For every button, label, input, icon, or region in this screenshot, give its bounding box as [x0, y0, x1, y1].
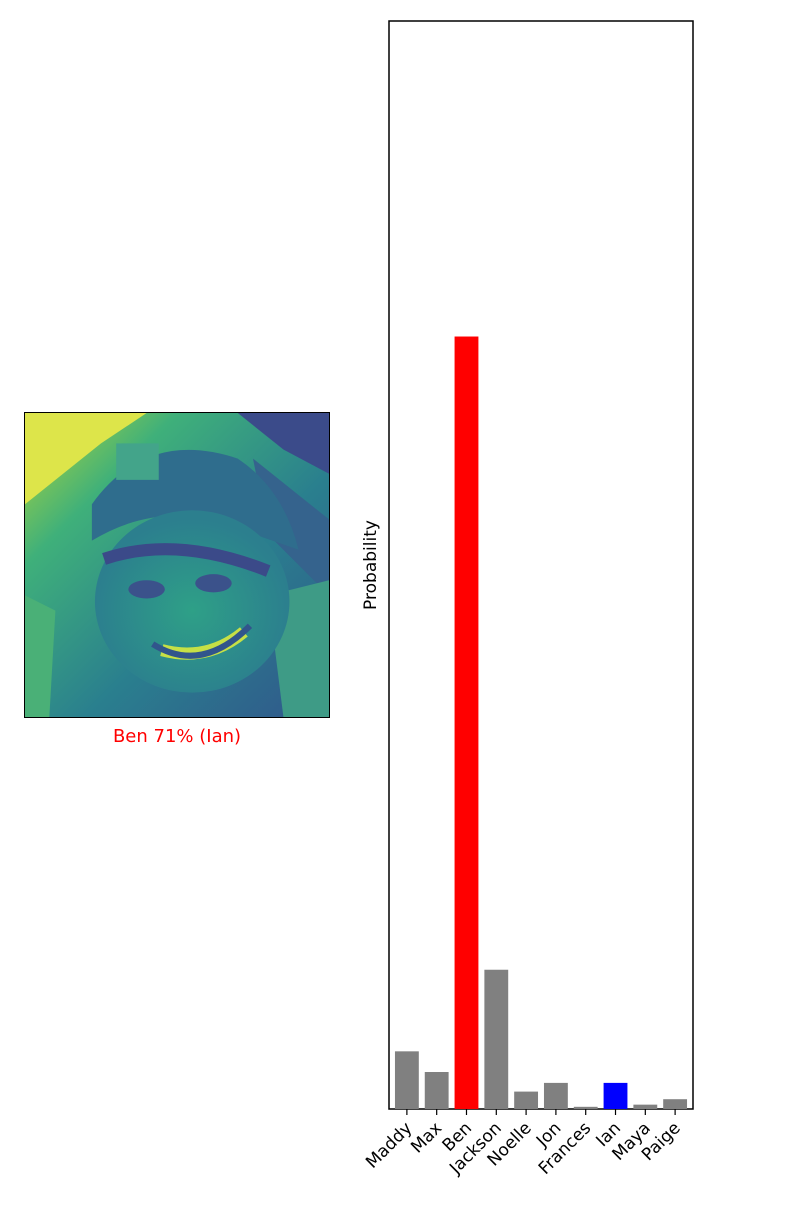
bar-max — [424, 1072, 449, 1109]
bar-ben — [454, 336, 479, 1109]
face-image — [24, 412, 330, 718]
image-caption: Ben 71% (Ian) — [112, 726, 242, 747]
bar-maddy — [394, 1051, 419, 1109]
bar-maya — [633, 1104, 658, 1109]
bar-jon — [543, 1082, 568, 1109]
bar-paige — [663, 1099, 688, 1109]
bar-ian — [603, 1082, 628, 1109]
y-axis-label: Probability — [361, 520, 381, 610]
bar-jackson — [484, 969, 509, 1109]
x-tick-label-max: Max — [407, 1118, 446, 1157]
plot-frame — [388, 20, 694, 1110]
bar-frances — [573, 1106, 598, 1109]
bar-noelle — [514, 1091, 539, 1109]
face-image-icon — [25, 413, 329, 717]
